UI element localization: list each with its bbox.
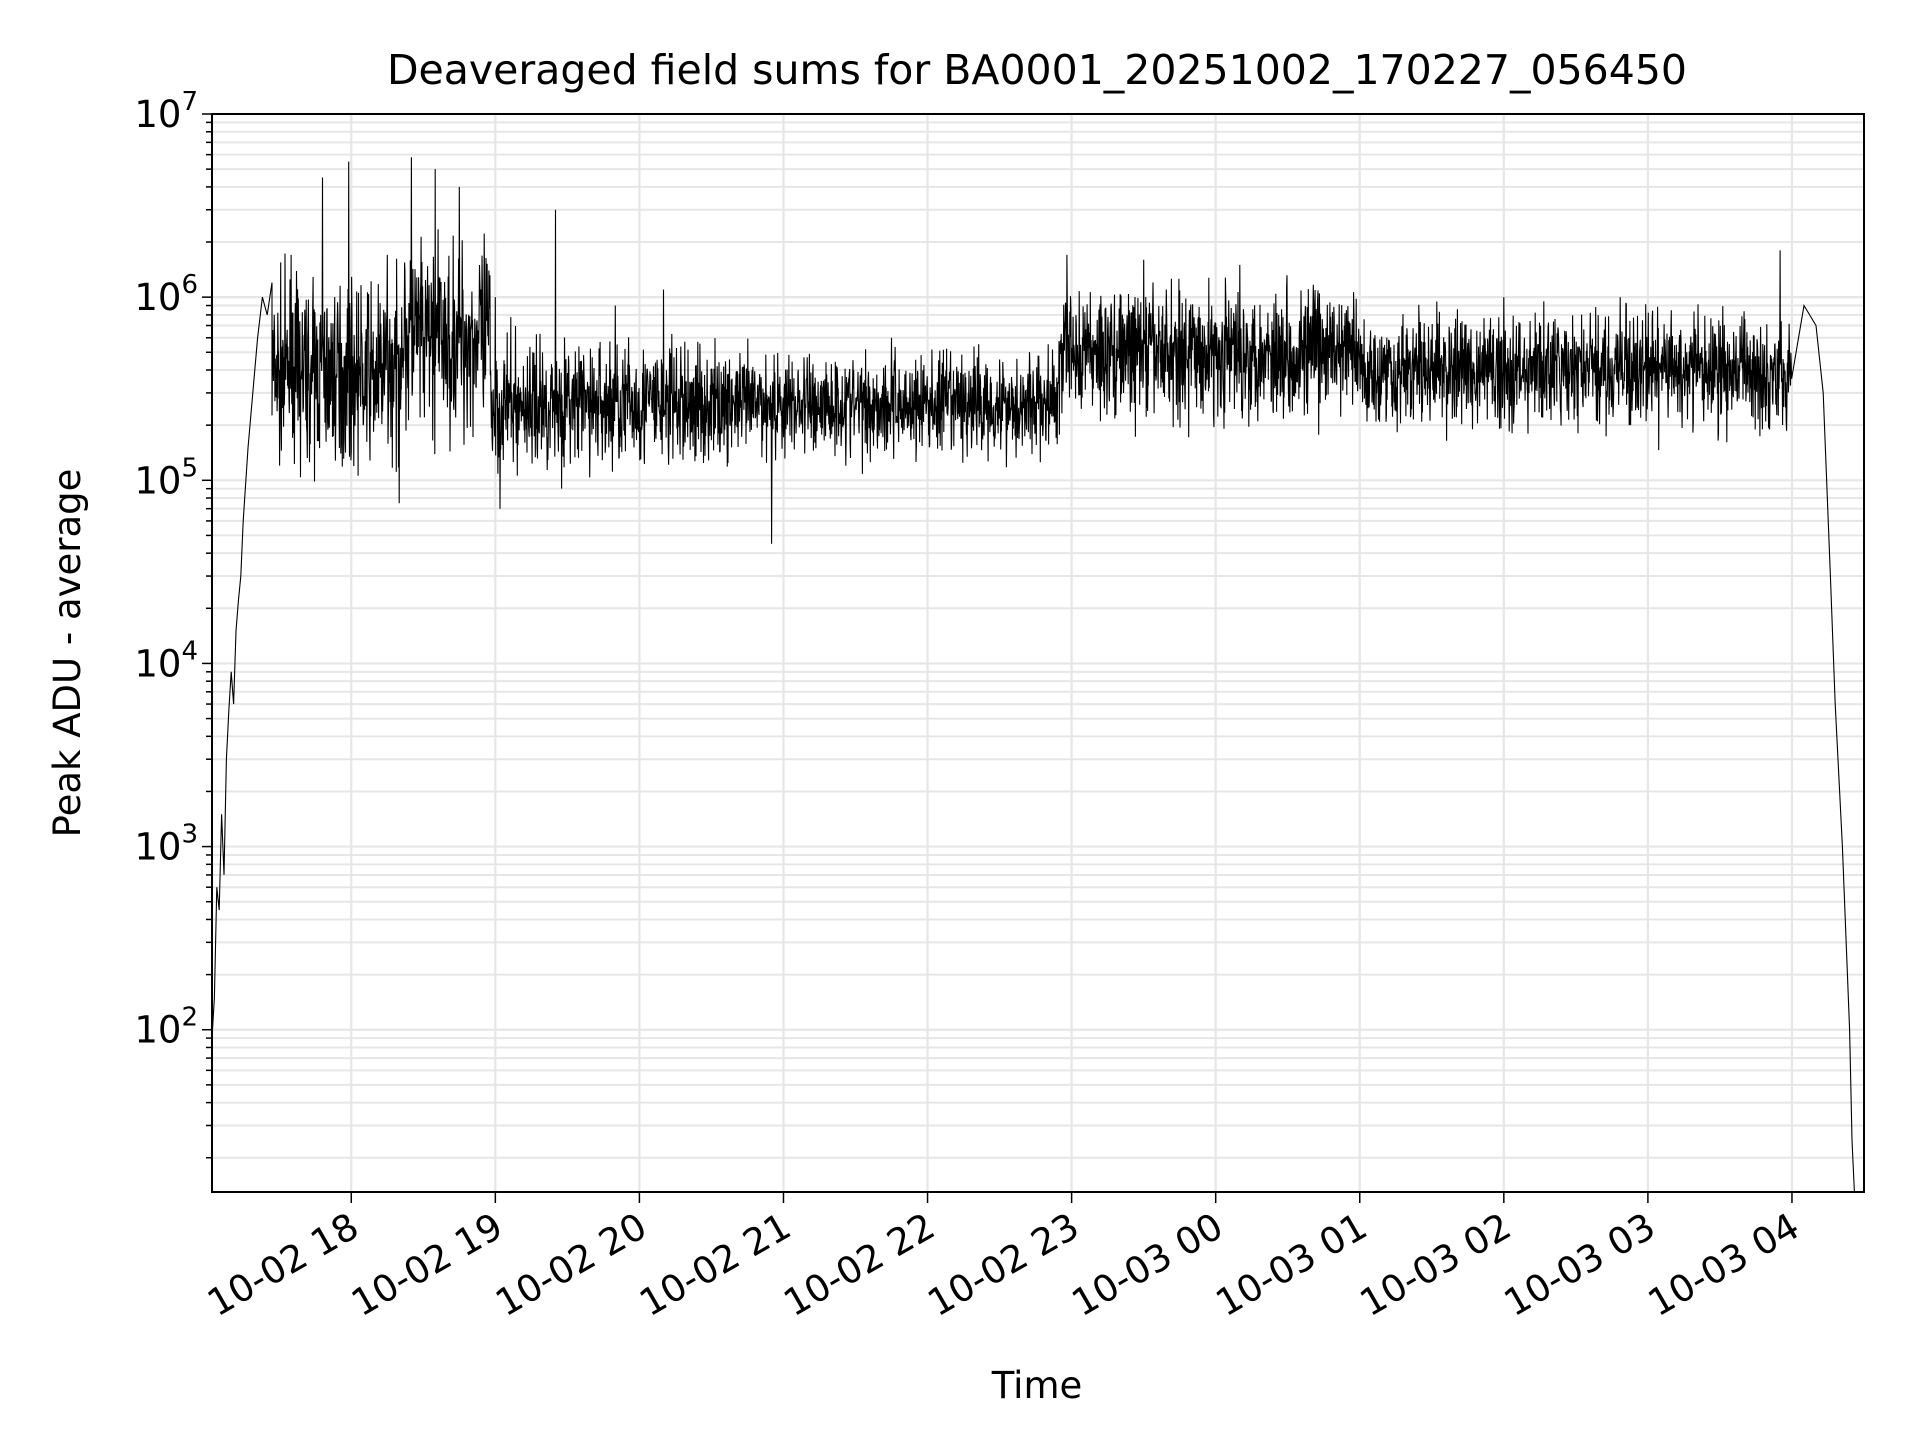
grid [212,112,1864,1192]
x-axis-label: Time [991,1364,1083,1407]
series-line [211,157,1855,1193]
plot-area [211,157,1855,1193]
chart-title: Deaveraged field sums for BA0001_2025100… [387,46,1687,94]
y-tick-label: 103 [134,820,198,869]
y-tick-label: 104 [134,636,198,685]
y-tick-label: 102 [134,1003,198,1052]
y-axis-label: Peak ADU - average [46,469,89,838]
plot-frame [211,113,1865,1193]
y-tick-label: 106 [134,270,198,319]
y-tick-label: 105 [134,453,198,502]
y-tick-label: 107 [134,87,198,136]
